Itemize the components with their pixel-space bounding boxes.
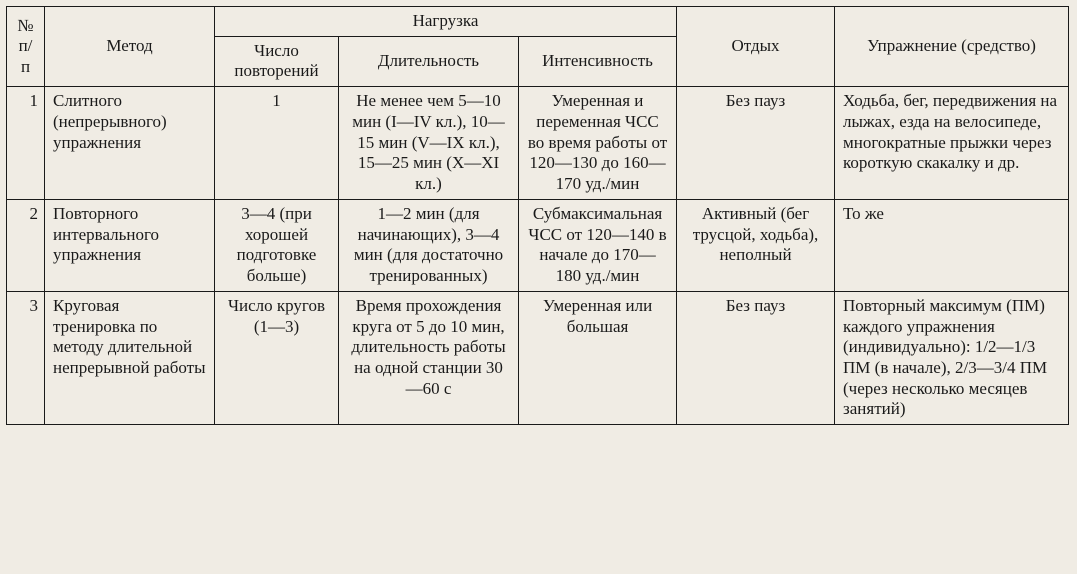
cell-reps: 1 [215, 87, 339, 200]
table-header: № п/п Метод Нагрузка Отдых Упражнение (с… [7, 7, 1069, 87]
cell-intensity: Субмаксималь­ная ЧСС от 120—140 в начале… [519, 199, 677, 291]
col-header-reps: Число повторений [215, 36, 339, 86]
cell-reps: 3—4 (при хорошей подготовке больше) [215, 199, 339, 291]
cell-intensity: Умеренная или большая [519, 291, 677, 424]
cell-duration: Время прохож­дения круга от 5 до 10 мин,… [339, 291, 519, 424]
cell-rest: Без пауз [677, 87, 835, 200]
cell-intensity: Умеренная и переменная ЧСС во время рабо… [519, 87, 677, 200]
cell-rest: Без пауз [677, 291, 835, 424]
table-row: 3 Круговая тренировка по методу длительн… [7, 291, 1069, 424]
table-row: 1 Слитного (непрерывного) упражнения 1 Н… [7, 87, 1069, 200]
cell-method: Повторного интервального упражнения [45, 199, 215, 291]
cell-duration: 1—2 мин (для начинающих), 3—4 мин (для д… [339, 199, 519, 291]
cell-exercise: Ходьба, бег, передвижения на лыжах, езда… [835, 87, 1069, 200]
col-header-num: № п/п [7, 7, 45, 87]
cell-num: 1 [7, 87, 45, 200]
cell-num: 2 [7, 199, 45, 291]
cell-rest: Активный (бег трусцой, ходьба), неполный [677, 199, 835, 291]
cell-num: 3 [7, 291, 45, 424]
training-methods-table: № п/п Метод Нагрузка Отдых Упражнение (с… [6, 6, 1069, 425]
table-body: 1 Слитного (непрерывного) упражнения 1 Н… [7, 87, 1069, 425]
cell-exercise: То же [835, 199, 1069, 291]
cell-exercise: Повторный максимум (ПМ) каждого упраж­не… [835, 291, 1069, 424]
col-header-rest: Отдых [677, 7, 835, 87]
col-header-method: Метод [45, 7, 215, 87]
col-header-load-group: Нагрузка [215, 7, 677, 37]
cell-method: Слитного (непрерывного) упражнения [45, 87, 215, 200]
col-header-exercise: Упражнение (средство) [835, 7, 1069, 87]
cell-method: Круговая тренировка по методу длительной… [45, 291, 215, 424]
col-header-intensity: Интенсивность [519, 36, 677, 86]
col-header-duration: Длительность [339, 36, 519, 86]
cell-duration: Не менее чем 5—10 мин (I—IV кл.), 10—15 … [339, 87, 519, 200]
table-row: 2 Повторного интервального упражнения 3—… [7, 199, 1069, 291]
cell-reps: Число кругов (1—3) [215, 291, 339, 424]
